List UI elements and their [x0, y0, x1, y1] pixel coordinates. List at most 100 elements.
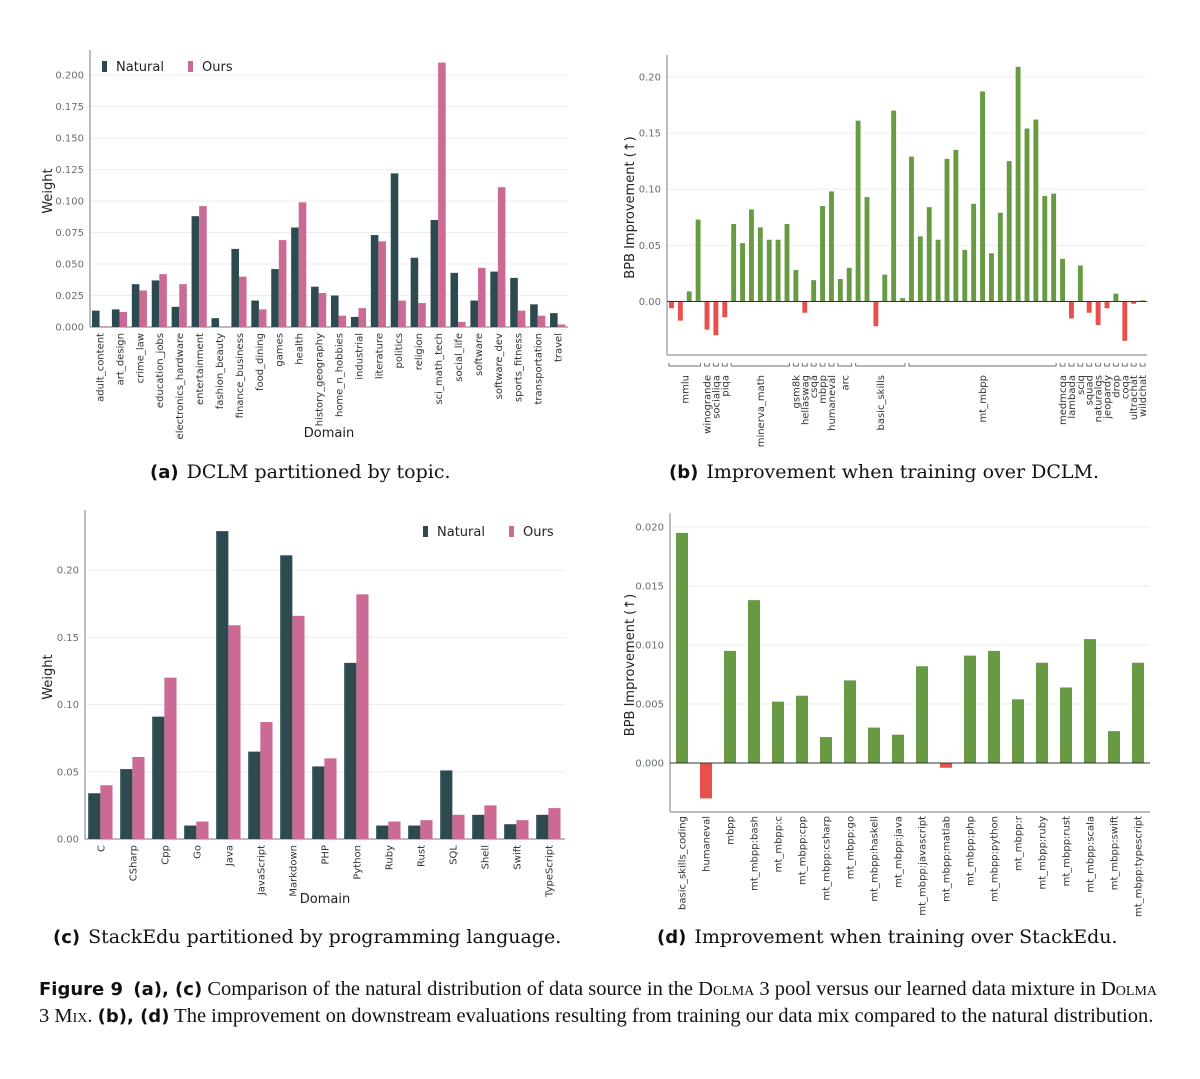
y-tick-label: 0.00 [639, 297, 661, 308]
bar-positive [837, 279, 843, 302]
x-tick-label: health [295, 333, 306, 365]
bar-negative [677, 301, 683, 321]
x-tick-label: sports_fitness [514, 333, 525, 402]
subcaption-c: (c) StackEdu partitioned by programming l… [53, 926, 561, 948]
bar-natural [440, 770, 453, 839]
bar-positive [891, 110, 897, 302]
x-tick-label: CSharp [129, 845, 140, 881]
chart-c: 0.00 0.05 0.10 0.15 0.20 Weight Domain C CSharp C… [41, 510, 565, 907]
chart-b: 0.00 0.05 0.10 0.15 0.20 BPB Improvement (↑) m… [623, 55, 1149, 447]
x-tick-label: Markdown [289, 845, 300, 897]
bar-natural [248, 751, 261, 839]
bar-natural [510, 277, 518, 327]
bar-natural [376, 825, 389, 839]
x-tick-label: travel [554, 333, 565, 362]
x-tick-label: literature [374, 333, 385, 379]
bar-natural [490, 271, 498, 327]
group-bracket [1059, 363, 1066, 367]
caption-text: . [87, 1005, 98, 1027]
x-tick-label: history_geography [315, 333, 326, 426]
x-tick-label: mt_mbpp:matlab [942, 816, 953, 902]
bar-positive [1024, 128, 1030, 302]
bar-positive [900, 298, 905, 302]
bar-positive [997, 212, 1003, 302]
bar-positive [917, 236, 923, 302]
bar-negative [713, 301, 719, 336]
bar-ours [388, 821, 401, 839]
bar-positive [1042, 195, 1048, 302]
bar-ours [516, 820, 529, 839]
bar-natural [536, 814, 549, 839]
group-bracket [1095, 363, 1102, 367]
x-tick-label: gsm8k [791, 375, 802, 409]
group-bracket [810, 363, 817, 367]
bar-natural [88, 793, 101, 839]
x-tick-label: mt_mbpp:cpp [798, 816, 809, 885]
bar-positive [731, 224, 737, 302]
bar-natural [171, 306, 180, 327]
bar-negative [704, 301, 710, 330]
bar-positive [864, 197, 870, 302]
bar-natural [216, 531, 229, 839]
bar-ours [119, 311, 128, 327]
bar-positive [1012, 699, 1024, 764]
bar-negative [700, 763, 712, 799]
y-tick-label: 0.00 [57, 835, 79, 846]
group-bracket [837, 363, 853, 367]
y-axis-title: BPB Improvement (↑) [623, 594, 638, 736]
x-axis-title: Domain [304, 426, 354, 441]
bar-positive [964, 655, 976, 764]
bar-ours [260, 722, 273, 839]
y-tick-label: 0.150 [55, 134, 84, 145]
bar-positive [820, 206, 825, 302]
legend-swatch-ours [188, 61, 193, 72]
y-tick-label: 0.020 [635, 522, 664, 533]
x-tick-label: humaneval [827, 375, 838, 431]
x-tick-label: mbpp [726, 816, 737, 845]
x-tick-label: food_dining [255, 333, 266, 391]
y-tick-label: 0.010 [635, 640, 664, 651]
group-bracket [855, 363, 906, 367]
x-tick-label: mt_mbpp:scala [1086, 816, 1097, 893]
x-tick-label: ultrachat [1129, 375, 1140, 420]
group-bracket [1130, 363, 1137, 367]
y-tick-label: 0.175 [55, 102, 84, 113]
y-tick-label: 0.15 [57, 633, 79, 644]
legend-label: Ours [202, 60, 233, 75]
x-tick-label: mt_mbpp:csharp [822, 816, 833, 900]
bar-ours [238, 276, 247, 327]
bar-positive [695, 219, 701, 302]
bar-natural [472, 814, 485, 839]
x-tick-label: socialiqa [711, 375, 722, 419]
bar-negative [722, 301, 728, 318]
bar-natural [330, 295, 339, 327]
bar-positive [1108, 731, 1120, 764]
x-tick-label: mmlu [680, 375, 691, 404]
bar-ours [497, 187, 506, 327]
x-axis-title: Domain [300, 892, 350, 907]
bar-positive [909, 156, 914, 302]
x-tick-label: mt_mbpp:javascript [918, 816, 929, 916]
bar-natural [450, 272, 459, 327]
bar-positive [724, 650, 736, 764]
x-tick-label: entertainment [195, 333, 206, 405]
x-tick-label: mt_mbpp:swift [1110, 816, 1121, 890]
y-tick-label: 0.05 [639, 241, 661, 252]
bar-ours [537, 315, 546, 327]
bar-ours [378, 241, 386, 327]
subcaption-text: DCLM partitioned by topic. [186, 461, 451, 483]
subcaption-label: (d) [657, 927, 687, 948]
subcaption-b: (b) Improvement when training over DCLM. [669, 461, 1099, 483]
group-bracket [1068, 363, 1075, 367]
bar-positive [1015, 66, 1021, 302]
bar-natural [251, 300, 259, 327]
bar-ours [548, 808, 561, 839]
bar-ours [438, 62, 446, 328]
bar-natural [390, 173, 399, 327]
legend-label: Ours [523, 525, 554, 540]
bar-positive [1033, 119, 1039, 302]
bar-natural [191, 216, 200, 327]
x-tick-label: mt_mbpp:r [1014, 815, 1025, 871]
bar-ours [398, 300, 406, 327]
bar-negative [802, 301, 808, 313]
